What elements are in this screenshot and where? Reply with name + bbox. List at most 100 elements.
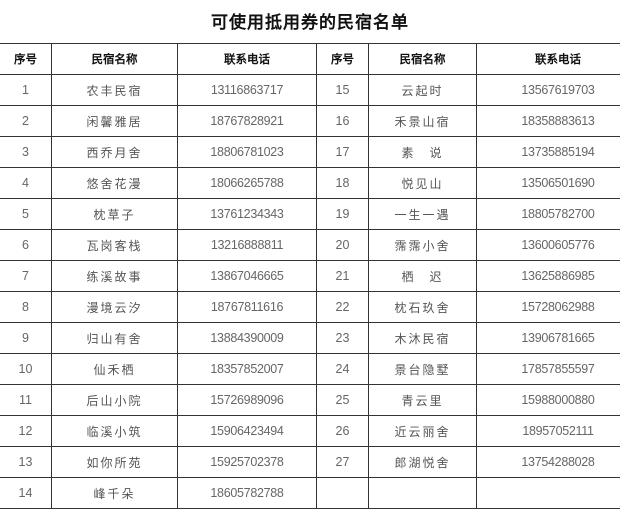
cell-name — [369, 478, 477, 509]
cell-name: 郎湖悦舍 — [369, 447, 477, 478]
cell-name: 素 说 — [369, 137, 477, 168]
cell-name: 木沐民宿 — [369, 323, 477, 354]
cell-no: 8 — [0, 292, 52, 323]
cell-name: 临溪小筑 — [52, 416, 178, 447]
header-phone: 联系电话 — [477, 44, 620, 75]
cell-phone: 13625886985 — [477, 261, 620, 292]
cell-phone: 15925702378 — [178, 447, 317, 478]
cell-phone: 13906781665 — [477, 323, 620, 354]
cell-phone: 13600605776 — [477, 230, 620, 261]
cell-phone: 13761234343 — [178, 199, 317, 230]
cell-no: 26 — [317, 416, 369, 447]
cell-name: 栖 迟 — [369, 261, 477, 292]
cell-phone: 15988000880 — [477, 385, 620, 416]
cell-phone: 13216888811 — [178, 230, 317, 261]
cell-phone — [477, 478, 620, 509]
cell-no: 12 — [0, 416, 52, 447]
cell-no: 2 — [0, 106, 52, 137]
cell-phone: 18605782788 — [178, 478, 317, 509]
cell-phone: 13506501690 — [477, 168, 620, 199]
cell-no: 19 — [317, 199, 369, 230]
cell-name: 后山小院 — [52, 385, 178, 416]
cell-name: 农丰民宿 — [52, 75, 178, 106]
cell-name: 悠舍花漫 — [52, 168, 178, 199]
cell-phone: 17857855597 — [477, 354, 620, 385]
cell-name: 霈霈小舍 — [369, 230, 477, 261]
cell-no: 18 — [317, 168, 369, 199]
cell-name: 仙禾栖 — [52, 354, 178, 385]
cell-no: 6 — [0, 230, 52, 261]
cell-no: 11 — [0, 385, 52, 416]
cell-no: 24 — [317, 354, 369, 385]
cell-no: 10 — [0, 354, 52, 385]
cell-phone: 18767828921 — [178, 106, 317, 137]
cell-name: 景台隐墅 — [369, 354, 477, 385]
cell-name: 悦见山 — [369, 168, 477, 199]
cell-name: 练溪故事 — [52, 261, 178, 292]
cell-phone: 18957052111 — [477, 416, 620, 447]
cell-no: 15 — [317, 75, 369, 106]
cell-phone: 18806781023 — [178, 137, 317, 168]
cell-name: 云起时 — [369, 75, 477, 106]
cell-name: 西乔月舍 — [52, 137, 178, 168]
cell-phone: 15906423494 — [178, 416, 317, 447]
header-name: 民宿名称 — [52, 44, 178, 75]
cell-name: 禾景山宿 — [369, 106, 477, 137]
cell-name: 瓦岗客栈 — [52, 230, 178, 261]
header-no: 序号 — [317, 44, 369, 75]
cell-phone: 13735885194 — [477, 137, 620, 168]
cell-name: 归山有舍 — [52, 323, 178, 354]
cell-phone: 13884390009 — [178, 323, 317, 354]
cell-name: 漫境云汐 — [52, 292, 178, 323]
cell-phone: 15728062988 — [477, 292, 620, 323]
cell-name: 如你所苑 — [52, 447, 178, 478]
cell-no — [317, 478, 369, 509]
cell-phone: 13867046665 — [178, 261, 317, 292]
cell-no: 23 — [317, 323, 369, 354]
cell-phone: 18066265788 — [178, 168, 317, 199]
cell-no: 5 — [0, 199, 52, 230]
header-no: 序号 — [0, 44, 52, 75]
header-phone: 联系电话 — [178, 44, 317, 75]
page-title: 可使用抵用券的民宿名单 — [0, 8, 620, 33]
cell-phone: 13754288028 — [477, 447, 620, 478]
table-header-row: 序号 民宿名称 联系电话 序号 民宿名称 联系电话 — [0, 44, 620, 75]
cell-phone: 13567619703 — [477, 75, 620, 106]
cell-no: 25 — [317, 385, 369, 416]
cell-name: 一生一遇 — [369, 199, 477, 230]
cell-no: 7 — [0, 261, 52, 292]
cell-phone: 18805782700 — [477, 199, 620, 230]
cell-no: 16 — [317, 106, 369, 137]
cell-no: 27 — [317, 447, 369, 478]
cell-no: 14 — [0, 478, 52, 509]
cell-no: 20 — [317, 230, 369, 261]
cell-no: 21 — [317, 261, 369, 292]
cell-phone: 18358883613 — [477, 106, 620, 137]
cell-no: 22 — [317, 292, 369, 323]
cell-no: 4 — [0, 168, 52, 199]
cell-phone: 13116863717 — [178, 75, 317, 106]
cell-no: 3 — [0, 137, 52, 168]
cell-no: 9 — [0, 323, 52, 354]
cell-no: 1 — [0, 75, 52, 106]
cell-name: 峰千朵 — [52, 478, 178, 509]
cell-no: 17 — [317, 137, 369, 168]
cell-name: 枕石玖舍 — [369, 292, 477, 323]
cell-phone: 15726989096 — [178, 385, 317, 416]
cell-name: 青云里 — [369, 385, 477, 416]
cell-name: 枕草子 — [52, 199, 178, 230]
